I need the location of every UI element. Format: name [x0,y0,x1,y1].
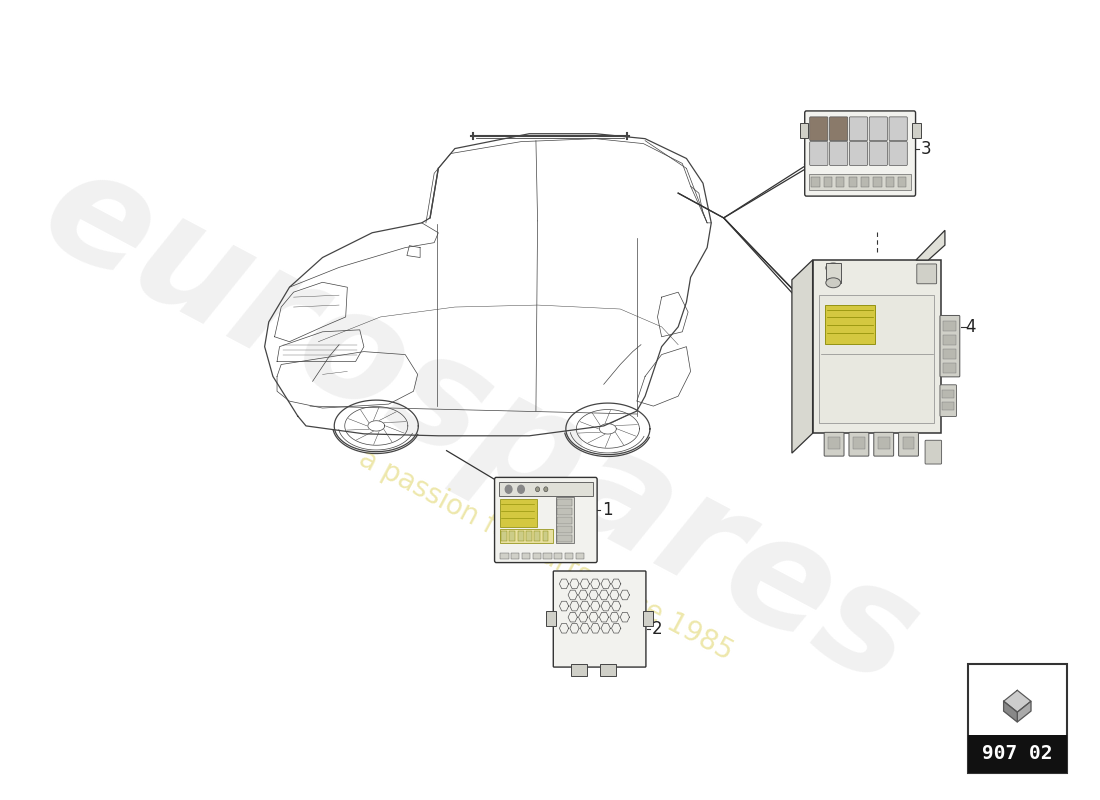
FancyBboxPatch shape [968,664,1067,773]
Bar [886,178,894,187]
Bar [498,482,593,496]
Text: 907 02: 907 02 [982,744,1053,763]
Bar [944,322,957,331]
FancyBboxPatch shape [869,117,888,141]
FancyBboxPatch shape [813,260,940,434]
Bar [828,438,840,449]
Bar [644,610,653,626]
Ellipse shape [826,278,840,288]
Bar [509,531,515,541]
Bar [502,531,507,541]
FancyBboxPatch shape [495,478,597,562]
Bar [861,178,869,187]
Text: 2: 2 [651,620,662,638]
FancyBboxPatch shape [829,142,848,166]
FancyBboxPatch shape [940,315,960,377]
Bar [826,263,840,282]
Text: 3: 3 [921,139,931,158]
Polygon shape [1018,702,1031,722]
FancyBboxPatch shape [940,385,957,417]
Bar [836,178,845,187]
Bar [558,535,572,542]
Text: eurospares: eurospares [19,134,942,718]
Bar [558,499,572,506]
FancyBboxPatch shape [899,432,918,456]
Polygon shape [916,230,945,260]
Bar [532,553,541,558]
Bar [873,178,881,187]
Bar [571,664,587,676]
Text: a passion for parts since 1985: a passion for parts since 1985 [354,444,738,666]
Circle shape [518,486,525,494]
Bar [546,610,556,626]
Bar [499,529,553,542]
FancyBboxPatch shape [810,142,828,166]
FancyBboxPatch shape [805,111,915,196]
Bar [812,178,820,187]
Bar [944,349,957,359]
Bar [556,498,574,542]
Bar [565,553,573,558]
FancyBboxPatch shape [849,142,868,166]
Bar [808,174,912,190]
FancyBboxPatch shape [849,432,869,456]
FancyBboxPatch shape [925,440,942,464]
Text: 1: 1 [602,501,613,519]
Bar [500,553,508,558]
Bar [526,531,531,541]
Bar [499,499,537,527]
Circle shape [543,487,548,492]
Bar [854,438,865,449]
Bar [848,178,857,187]
Bar [543,553,551,558]
Bar [554,553,562,558]
Ellipse shape [826,263,840,273]
Bar [575,553,584,558]
Bar [558,508,572,515]
FancyBboxPatch shape [849,117,868,141]
Bar [558,517,572,524]
Bar [521,553,530,558]
Bar [912,123,921,138]
Polygon shape [792,260,813,453]
Bar [825,305,874,344]
Bar [558,526,572,533]
Bar [899,178,906,187]
Bar [600,664,616,676]
FancyBboxPatch shape [889,117,908,141]
Bar [944,335,957,345]
Bar [535,531,540,541]
FancyBboxPatch shape [824,432,844,456]
FancyBboxPatch shape [889,142,908,166]
Circle shape [536,487,540,492]
FancyBboxPatch shape [869,142,888,166]
Polygon shape [1003,690,1031,712]
Bar [820,294,934,423]
Bar [968,735,1067,773]
Bar [878,438,890,449]
Bar [943,402,954,410]
Text: 4: 4 [966,318,976,336]
Bar [824,178,832,187]
Bar [542,531,548,541]
Bar [518,531,524,541]
FancyBboxPatch shape [829,117,848,141]
Bar [944,363,957,373]
FancyBboxPatch shape [873,432,893,456]
Bar [903,438,914,449]
Bar [800,123,808,138]
Polygon shape [1003,702,1018,722]
FancyBboxPatch shape [810,117,828,141]
FancyBboxPatch shape [553,571,646,667]
Bar [512,553,519,558]
Circle shape [505,486,512,494]
Bar [943,390,954,398]
FancyBboxPatch shape [916,264,936,284]
